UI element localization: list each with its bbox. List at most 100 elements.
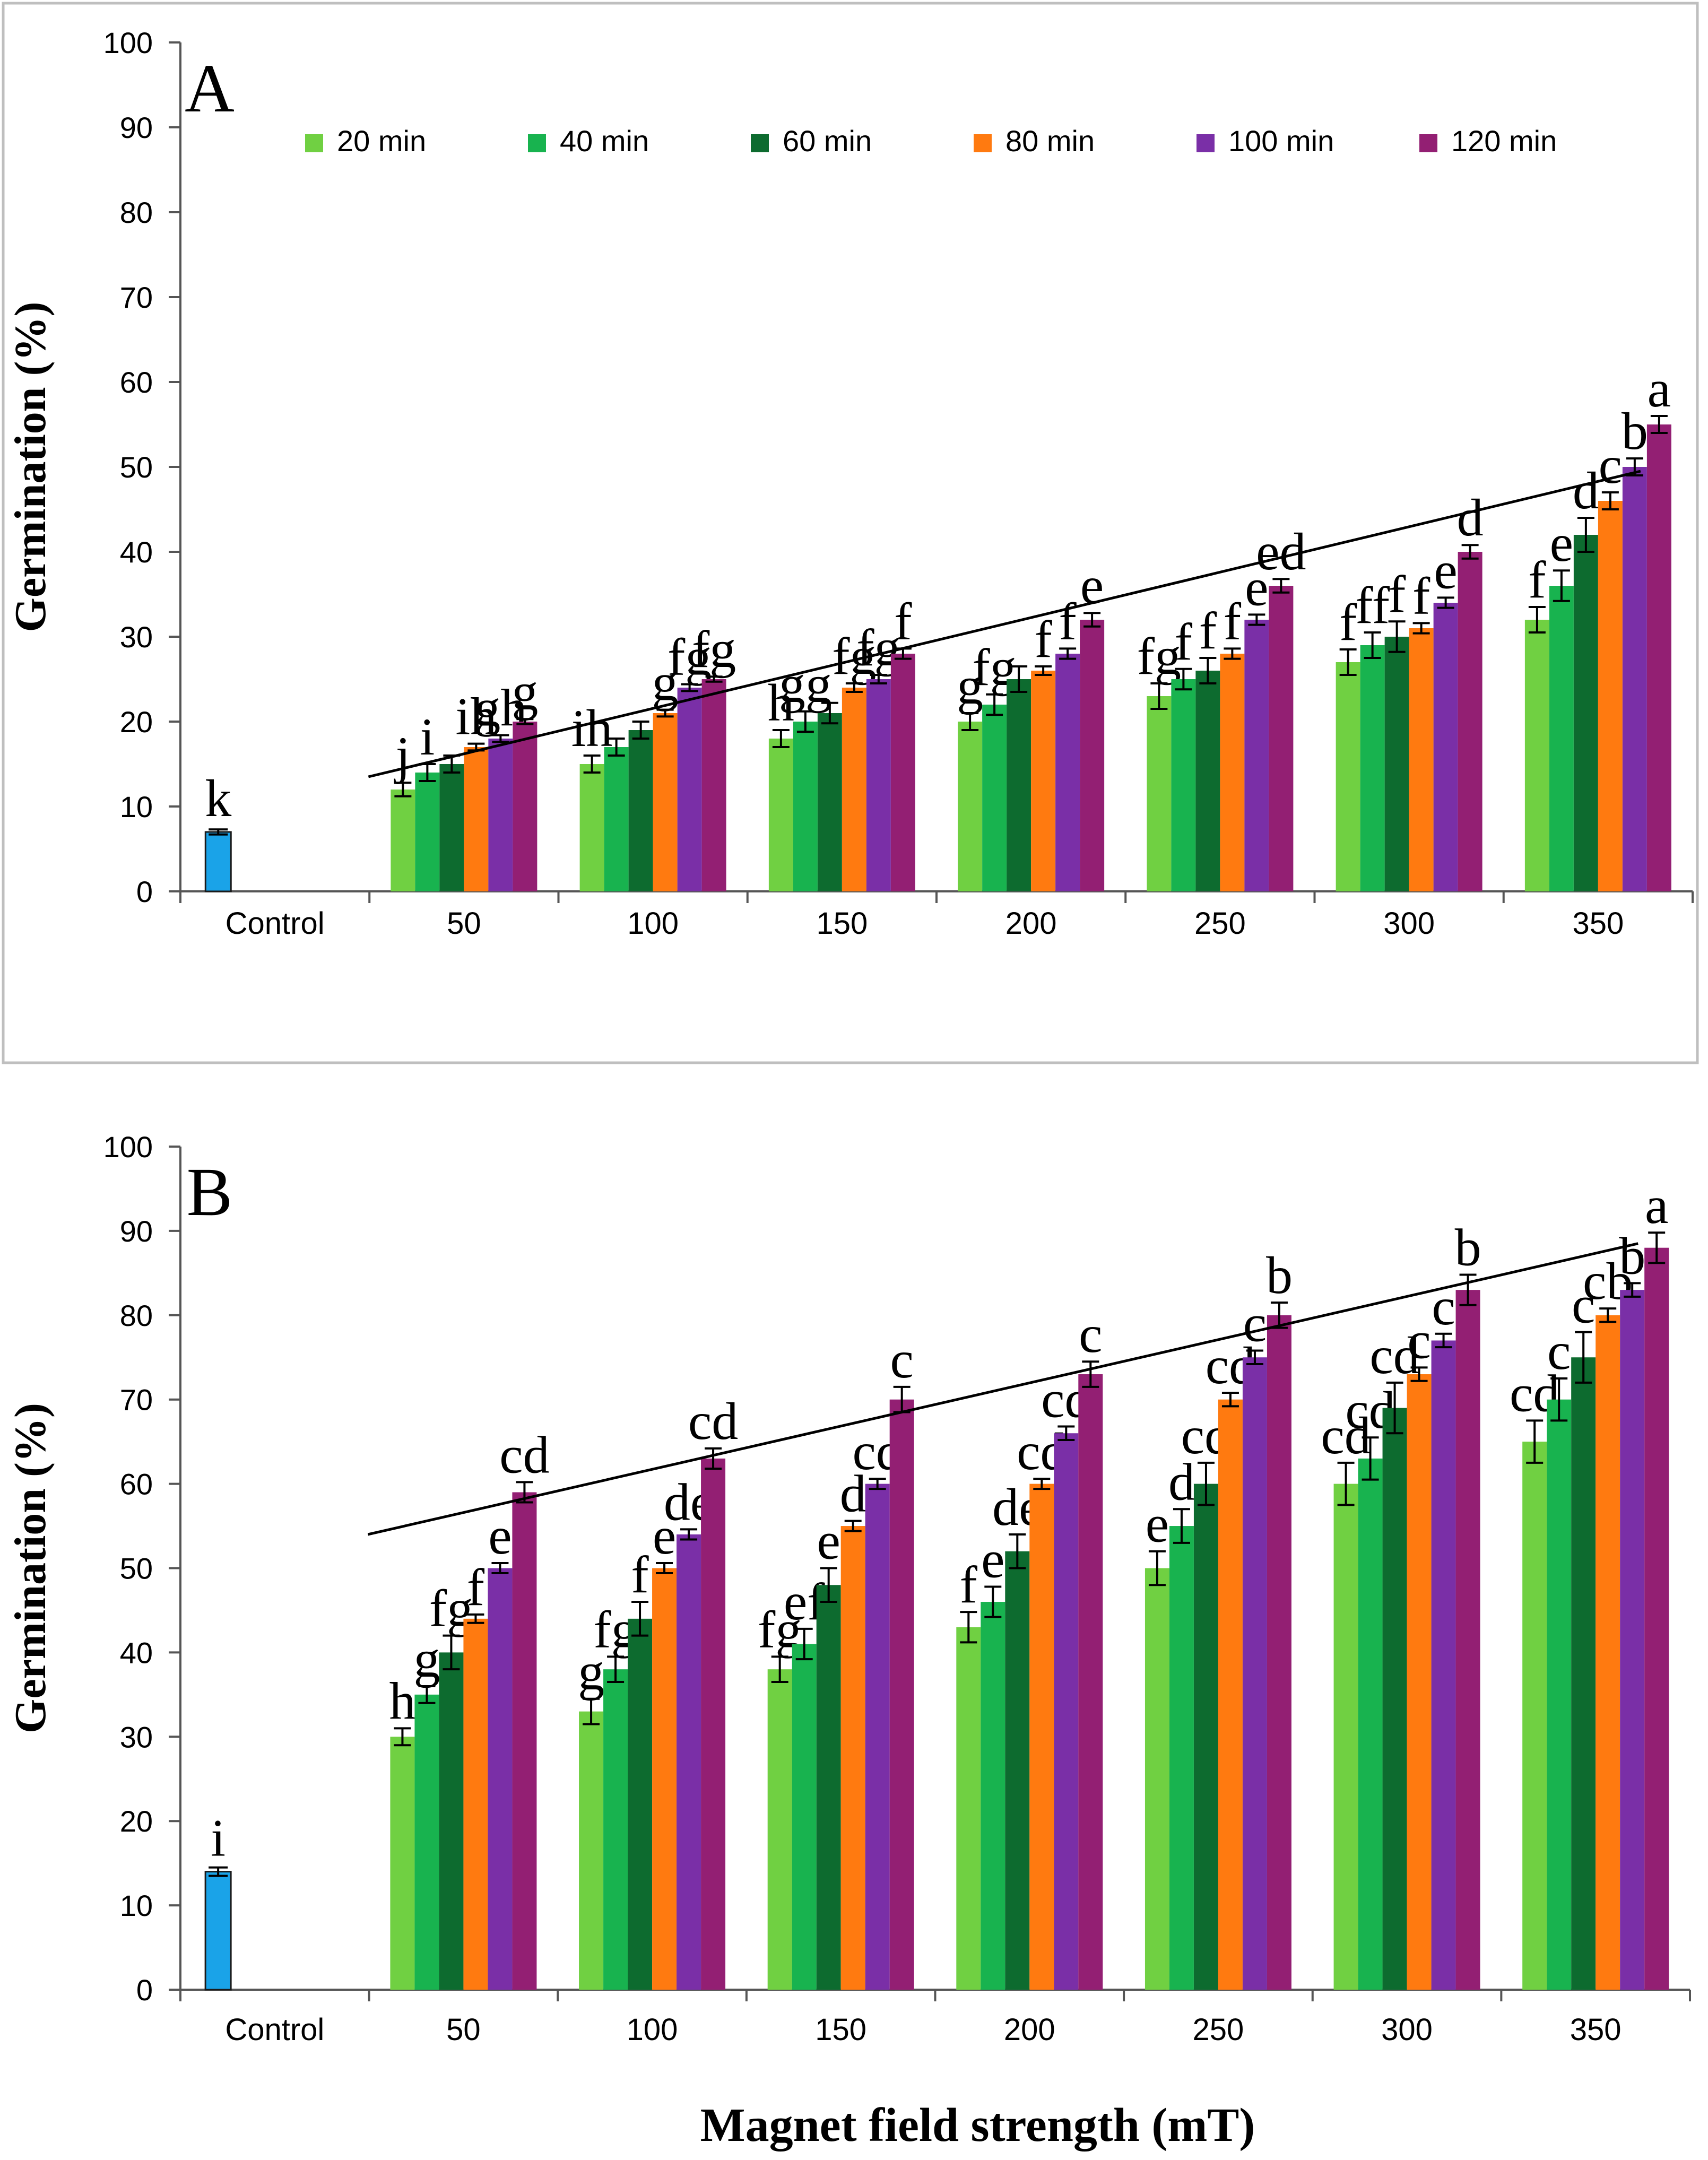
significance-letter: ff: [1355, 576, 1390, 635]
y-tick-label: 80: [120, 196, 153, 229]
bar: [463, 1618, 488, 1990]
significance-letter: g: [511, 662, 538, 721]
bar: [1644, 1247, 1669, 1990]
control-letter: i: [211, 1809, 226, 1868]
legend-swatch: [1419, 134, 1437, 152]
control-letter: k: [205, 769, 231, 828]
x-tick-label: Control: [226, 906, 325, 941]
bar: [1078, 1374, 1103, 1990]
bar: [1244, 620, 1269, 891]
panel-label: A: [185, 50, 235, 127]
significance-letter: g: [957, 656, 983, 715]
significance-letter: e: [1434, 541, 1457, 600]
bar: [1145, 1568, 1169, 1990]
x-tick-label: 350: [1572, 906, 1624, 941]
bar: [982, 705, 1007, 891]
x-tick-label: 250: [1193, 2012, 1244, 2047]
significance-letter: fg: [667, 628, 712, 687]
control-bar: [204, 1871, 232, 1991]
significance-letter: f: [1528, 550, 1546, 609]
bar: [1193, 1484, 1218, 1990]
y-tick-label: 100: [103, 26, 153, 59]
bar: [513, 722, 537, 891]
significance-letter: e: [653, 1506, 676, 1565]
significance-letter: cd: [1321, 1406, 1371, 1465]
bar: [603, 1669, 628, 1990]
bar: [1242, 1357, 1267, 1990]
significance-letter: c: [1407, 1311, 1430, 1369]
bar: [653, 713, 678, 891]
significance-letter: f: [1388, 565, 1406, 623]
bar: [1195, 671, 1220, 891]
significance-letter: f: [1059, 592, 1077, 650]
bar: [1547, 1399, 1572, 1990]
x-tick-label: 200: [1005, 906, 1057, 941]
legend-swatch: [751, 134, 769, 152]
y-tick-label: 20: [120, 705, 153, 739]
panel-label: B: [187, 1154, 233, 1230]
y-axis-label: Germination (%): [6, 302, 55, 632]
bar: [677, 1534, 701, 1990]
y-axis-label: Germination (%): [6, 1403, 55, 1733]
bar: [628, 1618, 653, 1990]
legend-swatch: [1197, 134, 1215, 152]
bar: [652, 1568, 677, 1990]
significance-letter: f: [960, 1555, 978, 1614]
y-tick-label: 10: [120, 1889, 153, 1922]
bar: [1409, 628, 1434, 891]
significance-letter: j: [394, 726, 410, 785]
panel-b: 0 10 20 30 40 50 60 70 80 90 100 Control 50 100 150 200…: [6, 1130, 1691, 2152]
significance-letter: b: [1266, 1246, 1293, 1305]
significance-letter: b: [1619, 1226, 1645, 1285]
x-tick-label: 250: [1194, 906, 1246, 941]
bar: [1407, 1374, 1432, 1990]
bar: [889, 1399, 914, 1990]
legend-label: 120 min: [1451, 124, 1557, 158]
significance-letter: f: [1034, 610, 1052, 669]
bar: [488, 739, 513, 891]
trend-line: [367, 1242, 1638, 1536]
trend-line: [368, 470, 1641, 778]
y-tick-label: 30: [120, 1720, 153, 1754]
significance-letter: ed: [1256, 522, 1306, 581]
significance-letter: cd: [688, 1392, 738, 1451]
bar: [817, 713, 842, 891]
legend-swatch: [974, 134, 992, 152]
bar: [701, 1458, 726, 1990]
significance-letter: c: [1572, 1276, 1595, 1334]
bar: [488, 1568, 513, 1990]
bar: [604, 747, 629, 891]
bar: [890, 654, 915, 891]
bar: [1433, 603, 1458, 891]
bar: [792, 1644, 817, 1990]
y-tick-label: 100: [103, 1130, 153, 1164]
significance-letter: c: [1243, 1294, 1267, 1353]
x-tick-label: 300: [1383, 906, 1435, 941]
y-tick-label: 60: [120, 366, 153, 399]
bar: [1080, 620, 1105, 891]
panel-a-frame: [2, 2, 1699, 1064]
bar: [391, 790, 415, 891]
y-tick-label: 0: [136, 1973, 153, 2007]
significance-letter: e: [817, 1512, 840, 1571]
bar: [1358, 1458, 1383, 1990]
bar: [1269, 586, 1294, 891]
bar: [1054, 1433, 1079, 1990]
bar: [956, 1627, 981, 1990]
significance-letter: gg: [779, 655, 832, 714]
significance-letter: e: [1146, 1495, 1169, 1554]
significance-letter: ih: [455, 687, 497, 746]
bar: [628, 730, 653, 891]
x-tick-label: 150: [815, 2012, 866, 2047]
bar: [414, 1694, 439, 1990]
bar: [1596, 1315, 1620, 1990]
bar: [1360, 645, 1385, 891]
y-tick-label: 90: [120, 111, 153, 144]
bar: [1549, 586, 1574, 891]
significance-letter: g: [578, 1642, 604, 1701]
bar: [1218, 1399, 1243, 1990]
bar: [1007, 679, 1031, 891]
significance-letter: h: [768, 673, 794, 732]
bar: [767, 1669, 792, 1990]
